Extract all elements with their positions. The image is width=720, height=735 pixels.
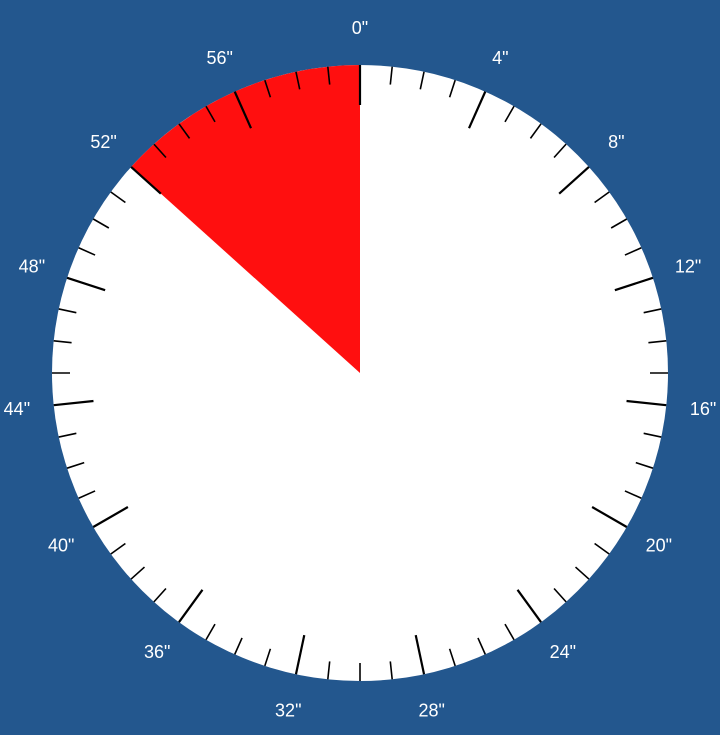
minor-tick bbox=[264, 79, 272, 98]
elapsed-sector bbox=[131, 65, 360, 373]
minor-tick bbox=[574, 566, 590, 580]
major-tick bbox=[233, 91, 252, 129]
minor-tick bbox=[153, 587, 167, 603]
minor-tick bbox=[178, 123, 191, 139]
minor-tick bbox=[110, 542, 126, 555]
dial-label-24: 24" bbox=[550, 642, 576, 662]
major-tick bbox=[516, 589, 542, 623]
minor-tick bbox=[643, 308, 662, 314]
minor-tick bbox=[594, 542, 610, 555]
minor-tick bbox=[504, 105, 515, 123]
minor-tick bbox=[553, 143, 567, 159]
minor-tick bbox=[327, 661, 331, 680]
minor-tick bbox=[448, 648, 456, 667]
dial-label-0: 0" bbox=[352, 18, 368, 38]
dial-label-32: 32" bbox=[275, 700, 301, 720]
major-tick bbox=[66, 276, 106, 292]
dial-label-8: 8" bbox=[608, 132, 624, 152]
minor-tick bbox=[78, 490, 96, 500]
dial-label-12: 12" bbox=[675, 256, 701, 276]
major-tick bbox=[130, 166, 162, 195]
major-tick bbox=[294, 634, 306, 675]
minor-tick bbox=[648, 340, 667, 344]
minor-tick bbox=[389, 661, 393, 680]
major-tick bbox=[53, 399, 94, 407]
dial-label-28: 28" bbox=[419, 700, 445, 720]
minor-tick bbox=[624, 490, 642, 500]
dial-labels: 0" 4" 8" 12" 16" 20" 24" 28" 32" 36" 40" 44" 48" 52" 5… bbox=[4, 18, 717, 720]
minor-tick bbox=[624, 246, 642, 256]
minor-tick bbox=[110, 191, 126, 204]
minor-tick bbox=[594, 191, 610, 204]
dial-label-56: 56" bbox=[206, 48, 232, 68]
dial-label-40: 40" bbox=[48, 536, 74, 556]
minor-tick bbox=[553, 587, 567, 603]
major-tick bbox=[468, 91, 487, 129]
minor-tick bbox=[92, 218, 110, 229]
minor-tick bbox=[477, 637, 487, 655]
major-tick bbox=[178, 589, 204, 623]
minor-tick bbox=[53, 340, 72, 344]
dial-label-16: 16" bbox=[690, 399, 716, 419]
minor-tick bbox=[635, 461, 654, 469]
minor-tick bbox=[233, 637, 243, 655]
dial-label-20: 20" bbox=[646, 536, 672, 556]
major-tick bbox=[92, 506, 129, 528]
minor-tick bbox=[504, 623, 515, 641]
minor-tick bbox=[58, 308, 77, 314]
major-tick bbox=[614, 276, 654, 292]
minor-tick bbox=[529, 123, 542, 139]
minor-tick bbox=[419, 71, 425, 90]
minor-tick bbox=[130, 566, 146, 580]
minor-tick bbox=[327, 66, 331, 85]
major-tick bbox=[414, 634, 426, 675]
minor-tick bbox=[58, 432, 77, 438]
minor-tick bbox=[205, 623, 216, 641]
tick-marks bbox=[52, 65, 668, 681]
dial-label-48: 48" bbox=[19, 256, 45, 276]
minor-tick bbox=[264, 648, 272, 667]
minor-tick bbox=[66, 461, 85, 469]
dial-label-44: 44" bbox=[4, 399, 30, 419]
minor-tick bbox=[153, 143, 167, 159]
minor-tick bbox=[610, 218, 628, 229]
dial-label-52: 52" bbox=[90, 132, 116, 152]
dial-label-36: 36" bbox=[144, 642, 170, 662]
minor-tick bbox=[643, 432, 662, 438]
major-tick bbox=[558, 166, 590, 195]
minor-tick bbox=[78, 246, 96, 256]
minor-tick bbox=[389, 66, 393, 85]
major-tick bbox=[626, 399, 667, 407]
minor-tick bbox=[448, 79, 456, 98]
minor-tick bbox=[295, 71, 301, 90]
minor-tick bbox=[205, 105, 216, 123]
major-tick bbox=[591, 506, 628, 528]
dial-label-4: 4" bbox=[492, 48, 508, 68]
